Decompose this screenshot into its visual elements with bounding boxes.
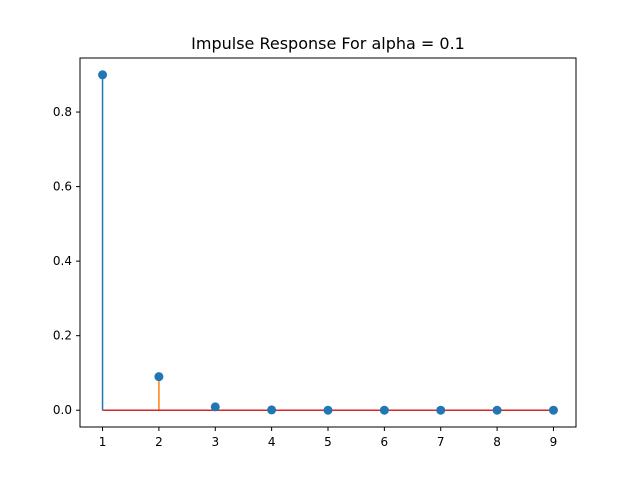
stem-marker <box>548 405 558 415</box>
x-tick-label: 2 <box>155 435 163 449</box>
stem-marker <box>154 372 164 382</box>
x-tick-label: 8 <box>493 435 501 449</box>
y-tick-label: 0.2 <box>53 329 72 343</box>
stem-marker <box>492 405 502 415</box>
y-tick-label: 0.4 <box>53 254 72 268</box>
stem-marker <box>379 405 389 415</box>
stem-marker <box>267 405 277 415</box>
x-tick-label: 7 <box>437 435 445 449</box>
x-tick-label: 4 <box>268 435 276 449</box>
stem-marker <box>98 70 108 80</box>
stem-marker <box>210 402 220 412</box>
x-tick-label: 1 <box>99 435 107 449</box>
x-tick-label: 5 <box>324 435 332 449</box>
stem-marker <box>323 405 333 415</box>
y-tick-label: 0.0 <box>53 403 72 417</box>
x-tick-label: 6 <box>381 435 389 449</box>
x-tick-label: 9 <box>550 435 558 449</box>
plot-area: 1 2 3 4 5 6 7 8 9 0.0 0.2 0.4 0.6 0.8 <box>53 57 577 449</box>
y-tick-label: 0.6 <box>53 180 72 194</box>
stem-marker <box>436 405 446 415</box>
chart-title: Impulse Response For alpha = 0.1 <box>191 34 465 53</box>
x-tick-label: 3 <box>211 435 219 449</box>
y-tick-label: 0.8 <box>53 105 72 119</box>
